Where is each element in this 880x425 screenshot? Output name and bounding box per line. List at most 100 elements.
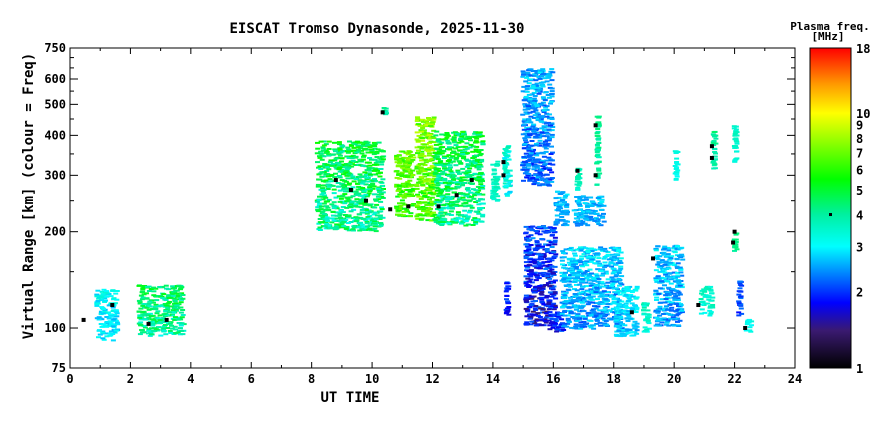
echo-mark [507,185,513,188]
echo-mark [346,173,352,176]
echo-mark [566,283,572,286]
echo-mark [346,190,351,193]
echo-mark [470,182,475,185]
echo-mark [472,132,478,135]
echo-mark [540,142,546,145]
echo-mark [641,303,646,306]
echo-mark [599,200,605,203]
echo-mark [361,155,366,158]
echo-mark [608,261,614,264]
echo-mark [371,141,377,144]
foF2-marker [501,160,506,165]
echo-mark [436,219,442,222]
echo-mark [395,213,401,216]
echo-mark [574,180,580,183]
echo-mark [165,307,171,310]
echo-mark [521,144,527,147]
echo-mark [602,261,608,264]
echo-mark [595,148,601,151]
echo-mark [340,173,346,176]
echo-mark [378,222,384,225]
echo-mark [656,277,662,280]
echo-mark [139,329,145,332]
echo-mark [547,169,553,171]
echo-mark [655,308,661,311]
echo-mark [577,203,582,206]
echo-mark [155,310,161,313]
echo-mark [573,212,579,215]
echo-mark [414,215,420,218]
echo-mark [594,286,600,289]
echo-mark [672,251,678,254]
echo-mark [438,162,444,165]
echo-mark [577,283,583,286]
echo-mark [402,174,408,177]
echo-mark [341,188,347,191]
echo-mark [734,248,740,251]
echo-mark [431,166,437,169]
echo-mark [557,200,563,203]
echo-mark [541,271,547,274]
echo-mark [354,216,360,219]
echo-mark [608,294,614,297]
echo-mark [563,220,569,223]
echo-mark [422,125,428,127]
echo-mark [570,277,576,280]
echo-mark [601,290,607,293]
echo-mark [491,169,497,172]
echo-mark [530,178,536,181]
echo-mark [542,319,548,322]
echo-mark [547,299,553,302]
echo-mark [534,154,540,157]
echo-mark [702,295,708,298]
echo-mark [466,195,471,198]
echo-mark [415,117,421,120]
echo-mark [539,301,545,303]
echo-mark [674,314,680,317]
echo-mark [602,322,608,325]
echo-mark [733,233,739,236]
echo-mark [379,195,385,198]
echo-mark [622,324,628,327]
echo-mark [140,311,146,314]
echo-mark [367,214,373,217]
echo-mark [459,140,465,143]
echo-mark [170,309,176,312]
echo-mark [530,107,535,110]
echo-mark [619,283,625,286]
echo-mark [599,301,605,304]
echo-mark [363,173,369,176]
echo-mark [358,164,364,167]
echo-mark [351,208,357,211]
echo-mark [646,313,652,316]
echo-mark [465,187,471,190]
echo-mark [420,139,426,142]
echo-mark [418,156,424,159]
echo-mark [590,301,596,304]
echo-mark [402,203,408,206]
echo-mark [479,178,485,181]
echo-mark [533,79,539,82]
echo-mark [323,221,329,224]
echo-mark [114,298,120,301]
echo-mark [583,322,588,325]
echo-mark [539,73,545,76]
echo-mark [520,75,526,78]
echo-mark [172,325,178,328]
echo-mark [438,199,444,202]
echo-mark [320,146,326,149]
echo-mark [394,158,400,161]
echo-mark [348,150,354,153]
echo-mark [153,307,159,310]
echo-mark [180,297,186,300]
echo-mark [470,224,476,226]
echo-mark [331,207,337,210]
echo-mark [542,145,548,148]
echo-mark [444,184,450,187]
echo-mark [563,248,569,251]
echo-mark [373,218,379,221]
echo-mark [734,134,740,137]
echo-mark [580,301,585,304]
echo-mark [535,119,541,122]
x-tick-label: 8 [308,372,315,386]
